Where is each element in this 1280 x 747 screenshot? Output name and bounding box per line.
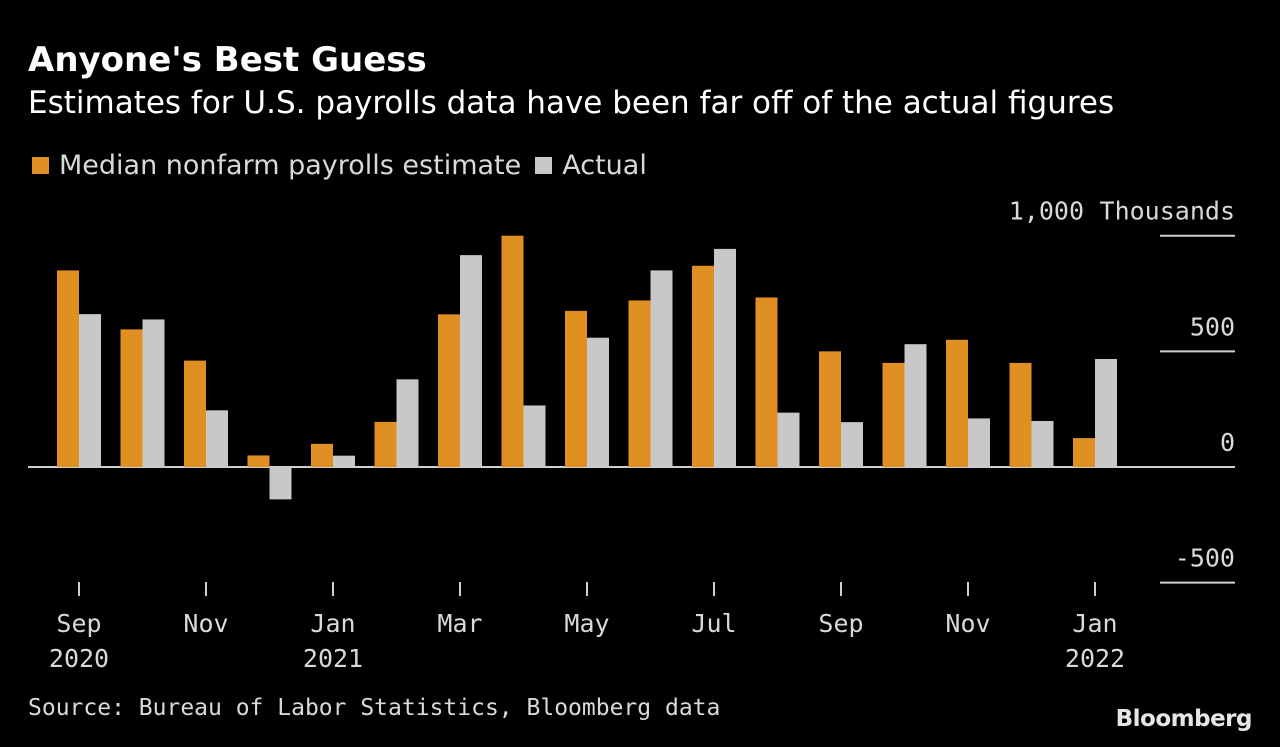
bar-estimate-3 bbox=[247, 455, 270, 467]
bar-actual-14 bbox=[968, 418, 990, 467]
bar-actual-13 bbox=[904, 344, 927, 467]
bar-actual-9 bbox=[650, 270, 673, 467]
bar-estimate-10 bbox=[692, 265, 714, 467]
bar-actual-16 bbox=[1095, 358, 1117, 467]
bar-estimate-9 bbox=[628, 300, 651, 467]
bar-estimate-4 bbox=[311, 443, 333, 467]
bar-estimate-0 bbox=[57, 270, 79, 467]
bar-estimate-7 bbox=[501, 235, 524, 467]
bar-actual-3 bbox=[269, 467, 292, 500]
bar-actual-11 bbox=[777, 412, 800, 467]
chart-subtitle: Estimates for U.S. payrolls data have be… bbox=[28, 85, 1115, 121]
bars bbox=[57, 235, 1117, 500]
bar-actual-2 bbox=[206, 410, 228, 467]
bar-estimate-8 bbox=[565, 310, 587, 467]
bar-estimate-14 bbox=[946, 339, 968, 467]
bar-estimate-12 bbox=[819, 351, 841, 467]
x-tick-label: Sep bbox=[818, 609, 863, 638]
y-unit-text: Thousands bbox=[1100, 197, 1235, 226]
y-tick-label: 0 bbox=[1220, 428, 1235, 457]
chart-legend: Median nonfarm payrolls estimate Actual bbox=[32, 150, 661, 181]
x-axis: Sep 2020 Nov Jan 2021 Mar May Jul Sep Nov Jan 2022 bbox=[49, 582, 1125, 673]
legend-swatch-actual bbox=[535, 157, 553, 174]
bar-actual-5 bbox=[396, 379, 419, 467]
bar-actual-10 bbox=[714, 248, 736, 467]
x-tick-label: Jan bbox=[1072, 609, 1117, 638]
legend-swatch-estimate bbox=[32, 157, 49, 174]
y-tick-label: 500 bbox=[1190, 312, 1235, 341]
bar-estimate-1 bbox=[120, 329, 143, 467]
x-tick-label: Nov bbox=[183, 609, 228, 638]
bar-estimate-15 bbox=[1009, 362, 1032, 467]
chart-title: Anyone's Best Guess bbox=[28, 40, 427, 80]
bar-estimate-13 bbox=[882, 362, 905, 467]
bar-actual-6 bbox=[460, 255, 482, 467]
bar-estimate-16 bbox=[1073, 438, 1095, 467]
x-tick-label: Mar bbox=[437, 609, 482, 638]
bar-actual-15 bbox=[1031, 420, 1054, 467]
x-tick-label: Sep bbox=[56, 609, 101, 638]
bar-actual-0 bbox=[79, 314, 101, 467]
bar-actual-4 bbox=[333, 455, 355, 467]
y-tick-label: -500 bbox=[1175, 544, 1235, 573]
x-tick-label: Jul bbox=[691, 609, 736, 638]
legend-item-estimate: Median nonfarm payrolls estimate bbox=[32, 150, 521, 181]
bar-actual-1 bbox=[142, 319, 165, 467]
bar-estimate-6 bbox=[438, 314, 460, 467]
bar-actual-8 bbox=[587, 337, 609, 467]
legend-label-estimate: Median nonfarm payrolls estimate bbox=[59, 150, 522, 181]
y-tick-label: 1,000 bbox=[1009, 197, 1084, 226]
bar-actual-7 bbox=[523, 405, 546, 467]
x-tick-year-label: 2021 bbox=[303, 644, 363, 673]
bar-estimate-5 bbox=[374, 421, 397, 467]
y-axis: 1,000 Thousands 500 0 -500 bbox=[1009, 197, 1235, 573]
x-tick-label: Nov bbox=[945, 609, 990, 638]
bar-actual-12 bbox=[841, 422, 863, 467]
bar-estimate-2 bbox=[184, 360, 206, 467]
x-tick-year-label: 2022 bbox=[1065, 644, 1125, 673]
source-note: Source: Bureau of Labor Statistics, Bloo… bbox=[28, 695, 721, 721]
x-tick-label: Jan bbox=[310, 609, 355, 638]
bar-estimate-11 bbox=[755, 297, 778, 467]
x-tick-year-label: 2020 bbox=[49, 644, 109, 673]
x-tick-label: May bbox=[564, 609, 609, 638]
legend-item-actual: Actual bbox=[535, 150, 647, 181]
legend-label-actual: Actual bbox=[562, 150, 647, 181]
bloomberg-logo: Bloomberg bbox=[1115, 706, 1253, 732]
